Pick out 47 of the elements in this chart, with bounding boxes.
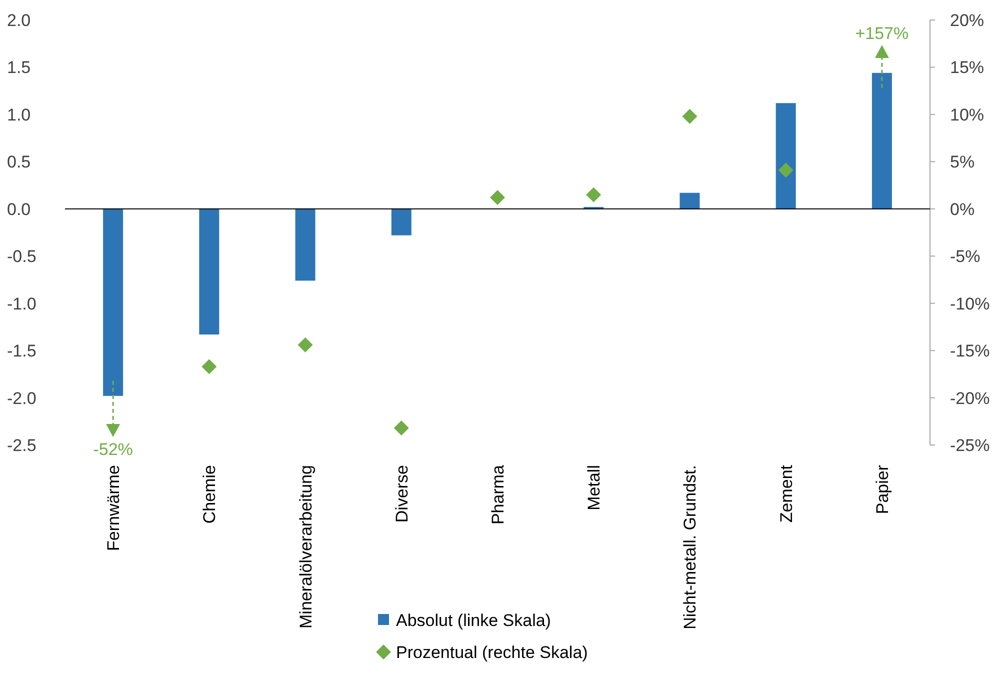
y2-tick-label: -15%: [950, 342, 990, 361]
y2-tick-label: -25%: [950, 436, 990, 455]
point: [394, 420, 409, 436]
x-tick-label: Nicht-metall. Grundst.: [680, 465, 700, 630]
x-tick-label: Diverse: [392, 465, 412, 523]
y-tick-label: 2.0: [7, 11, 31, 30]
bar: [295, 208, 316, 281]
y2-tick-label: -5%: [950, 247, 980, 266]
point: [586, 187, 602, 202]
legend-label: Prozentual (rechte Skala): [396, 643, 588, 662]
x-tick-label: Papier: [872, 464, 892, 514]
y2-tick-label: 20%: [950, 11, 984, 30]
x-tick-label: Metall: [584, 465, 604, 510]
y-tick-label: -0.5: [7, 247, 36, 266]
legend-label: Absolut (linke Skala): [396, 611, 551, 630]
bar: [680, 192, 700, 209]
y2-tick-label: 5%: [950, 152, 975, 172]
y-tick-label: -2.0: [7, 388, 36, 408]
point: [682, 108, 698, 124]
y-tick-label: 1.5: [7, 58, 31, 78]
y2-tick-label: -10%: [950, 294, 990, 314]
y-tick-label: -1.0: [7, 294, 36, 314]
bar: [199, 208, 220, 334]
point: [202, 359, 217, 374]
point: [778, 162, 794, 178]
y-tick-label: -2.5: [7, 436, 36, 455]
bar: [776, 103, 796, 209]
bar: [391, 208, 412, 236]
y2-tick-label: 0%: [950, 200, 975, 219]
y-tick-label: 1.0: [7, 105, 31, 124]
annotation: +157%: [855, 24, 909, 43]
x-tick-label: Mineralölverarbeitung: [296, 465, 316, 628]
point: [298, 337, 313, 352]
y2-tick-label: 15%: [950, 58, 984, 78]
annotation: -52%: [93, 440, 133, 459]
x-tick-label: Fernwärme: [104, 465, 124, 551]
x-tick-label: Pharma: [488, 464, 508, 525]
y-tick-label: 0.5: [7, 152, 31, 172]
y2-tick-label: 10%: [950, 105, 984, 124]
bar: [103, 208, 124, 396]
x-tick-label: Zement: [776, 464, 796, 523]
y2-tick-label: -20%: [950, 388, 990, 408]
x-tick-label: Chemie: [200, 465, 220, 524]
point: [490, 190, 505, 206]
y-tick-label: -1.5: [7, 342, 36, 361]
y-tick-label: 0.0: [7, 200, 31, 219]
bar: [872, 72, 892, 209]
